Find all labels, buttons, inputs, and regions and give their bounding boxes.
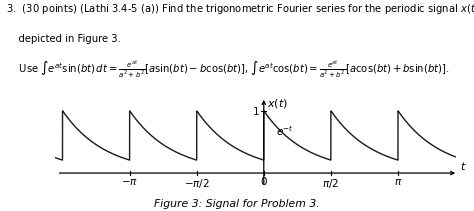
Text: Use $\int e^{at}\sin(bt)\,dt = \frac{e^{at}}{a^2+b^2}[a\sin(bt)-b\cos(bt)]$, $\i: Use $\int e^{at}\sin(bt)\,dt = \frac{e^{… <box>6 59 449 80</box>
Text: $1$: $1$ <box>252 105 259 117</box>
Text: Figure 3: Signal for Problem 3.: Figure 3: Signal for Problem 3. <box>154 199 320 209</box>
Text: $x(t)$: $x(t)$ <box>267 97 288 110</box>
Text: depicted in Figure 3.: depicted in Figure 3. <box>6 34 120 44</box>
Text: $-π$: $-π$ <box>121 177 138 187</box>
Text: $π$: $π$ <box>394 177 402 187</box>
Text: $π/2$: $π/2$ <box>322 177 339 190</box>
Text: $t$: $t$ <box>460 160 467 172</box>
Text: 3.  (30 points) (Lathi 3.4-5 (a)) Find the trigonometric Fourier series for the : 3. (30 points) (Lathi 3.4-5 (a)) Find th… <box>6 2 474 16</box>
Text: $e^{-t}$: $e^{-t}$ <box>276 124 294 138</box>
Text: 0: 0 <box>261 177 267 187</box>
Text: $-π/2$: $-π/2$ <box>184 177 210 190</box>
